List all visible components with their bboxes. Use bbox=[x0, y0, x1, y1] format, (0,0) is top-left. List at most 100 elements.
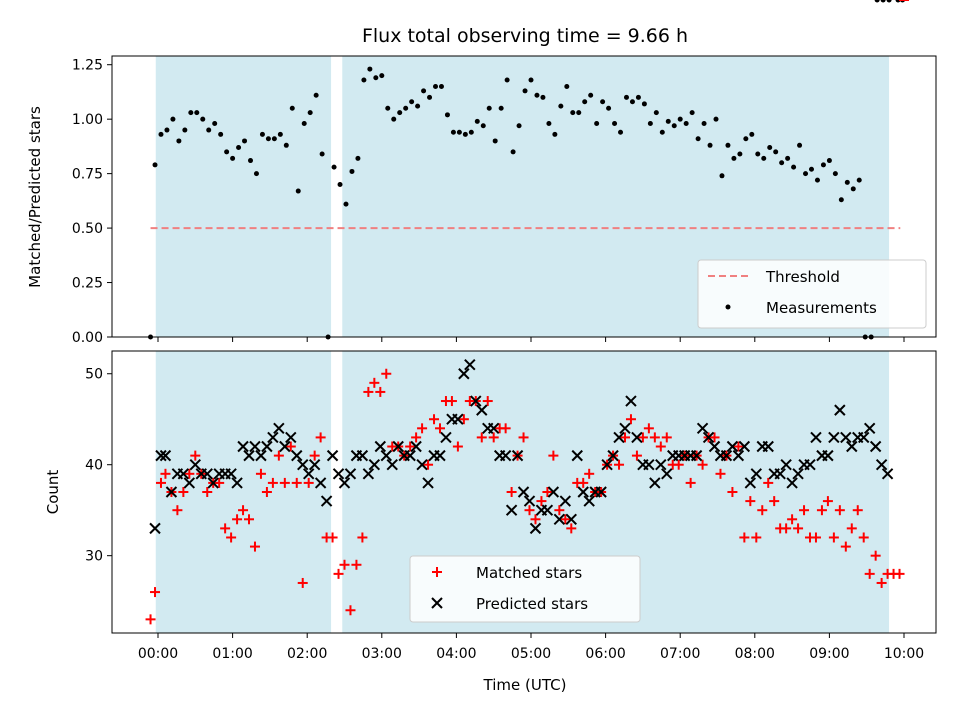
measurement-point bbox=[313, 92, 319, 98]
predicted-star-point bbox=[308, 459, 321, 471]
matched-star-point bbox=[345, 605, 356, 616]
predicted-star-point bbox=[774, 468, 786, 480]
measurement-point bbox=[635, 94, 641, 100]
measurement-point bbox=[689, 110, 695, 116]
matched-star-point bbox=[709, 432, 720, 443]
measurement-point bbox=[558, 103, 564, 109]
matched-star-point bbox=[876, 577, 887, 588]
predicted-star-point bbox=[834, 404, 846, 416]
predicted-star-point bbox=[649, 477, 661, 489]
top-x-ticks bbox=[157, 337, 905, 342]
predicted-star-point bbox=[374, 440, 387, 453]
matched-star-point bbox=[530, 514, 541, 525]
measurement-point bbox=[767, 144, 773, 150]
measurement-point bbox=[289, 105, 295, 111]
matched-star-point bbox=[184, 468, 195, 479]
matched-star-point bbox=[524, 505, 535, 516]
predicted-star-point bbox=[804, 459, 816, 471]
measurement-point bbox=[564, 83, 570, 89]
matched-star-point bbox=[363, 386, 374, 397]
matched-star-point bbox=[506, 487, 517, 497]
bottom-y-ticks: 30 40 50 bbox=[85, 367, 112, 565]
predicted-star-point bbox=[302, 468, 315, 480]
measurement-point bbox=[647, 121, 653, 127]
matched-star-point bbox=[816, 505, 827, 516]
matched-star-point bbox=[661, 432, 672, 443]
matched-star-point bbox=[244, 514, 255, 525]
measurement-point bbox=[242, 138, 248, 144]
predicted-star-point bbox=[458, 368, 470, 380]
measurement-point bbox=[212, 121, 218, 127]
matched-star-point bbox=[619, 432, 630, 443]
matched-star-point bbox=[190, 450, 201, 461]
predicted-star-point bbox=[255, 449, 267, 462]
measurement-point bbox=[319, 151, 325, 157]
measurement-point bbox=[367, 66, 373, 72]
matched-star-point bbox=[446, 396, 457, 407]
predicted-star-point bbox=[320, 495, 333, 507]
predicted-star-point bbox=[732, 449, 745, 462]
measurement-point bbox=[641, 101, 647, 107]
x-tick-label: 01:00 bbox=[212, 646, 252, 662]
predicted-star-point bbox=[362, 468, 375, 480]
matched-star-point bbox=[542, 487, 553, 497]
predicted-star-point bbox=[863, 422, 876, 435]
predicted-star-point bbox=[404, 449, 416, 462]
matched-star-point bbox=[232, 514, 243, 525]
predicted-star-point bbox=[523, 495, 536, 507]
predicted-star-point bbox=[702, 431, 715, 444]
measurement-point bbox=[295, 188, 301, 194]
measurement-point bbox=[683, 121, 689, 127]
measurement-point bbox=[200, 116, 206, 122]
matched-star-point bbox=[303, 477, 314, 488]
top-axes-frame bbox=[111, 55, 937, 338]
matched-star-point bbox=[793, 523, 804, 534]
predicted-star-point bbox=[416, 459, 428, 471]
matched-star-point bbox=[739, 532, 750, 543]
matched-star-point bbox=[500, 423, 511, 434]
matched-star-point bbox=[548, 450, 559, 461]
measurement-point bbox=[814, 177, 820, 183]
matched-star-point bbox=[799, 505, 810, 516]
matched-star-point bbox=[894, 568, 905, 579]
predicted-star-point bbox=[601, 459, 613, 471]
predicted-star-point bbox=[828, 431, 840, 444]
measurement-point bbox=[570, 110, 576, 116]
x-tick-label: 02:00 bbox=[287, 646, 327, 662]
measurement-point bbox=[725, 142, 731, 148]
predicted-star-point bbox=[726, 440, 739, 453]
matched-star-point bbox=[870, 550, 881, 561]
matched-star-point bbox=[846, 523, 857, 534]
matched-star-point bbox=[834, 505, 845, 516]
matched-star-point bbox=[267, 477, 278, 488]
measurement-point bbox=[797, 142, 803, 148]
measurement-point bbox=[474, 118, 480, 124]
matched-star-point bbox=[285, 441, 296, 452]
measurement-point bbox=[248, 158, 254, 164]
predicted-star-point bbox=[505, 504, 518, 516]
matched-star-point bbox=[751, 532, 762, 543]
measurement-point bbox=[713, 116, 719, 122]
predicted-star-point bbox=[297, 459, 309, 471]
measurement-point bbox=[379, 73, 385, 79]
predicted-star-point bbox=[595, 486, 607, 498]
matched-star-point bbox=[375, 386, 386, 397]
measurement-point bbox=[480, 123, 486, 129]
y-tick-label: 1.00 bbox=[72, 112, 103, 128]
matched-star-point bbox=[226, 532, 237, 543]
x-tick-label: 09:00 bbox=[809, 646, 849, 662]
y-tick-label: 0.00 bbox=[72, 330, 103, 346]
matched-star-point bbox=[172, 505, 183, 516]
predicted-star-point bbox=[631, 431, 643, 444]
top-y-ticks: 0.00 0.25 0.50 0.75 1.00 1.25 bbox=[72, 58, 112, 346]
matched-star-point bbox=[828, 532, 839, 543]
matched-star-point bbox=[339, 559, 350, 570]
predicted-star-point bbox=[643, 459, 655, 471]
predicted-star-point bbox=[762, 440, 774, 453]
measurement-point bbox=[349, 168, 355, 174]
matched-star-point bbox=[554, 505, 565, 516]
matched-star-point bbox=[315, 432, 326, 443]
predicted-star-point bbox=[881, 468, 894, 480]
matched-star-point bbox=[327, 532, 338, 543]
measurement-point bbox=[462, 131, 468, 137]
